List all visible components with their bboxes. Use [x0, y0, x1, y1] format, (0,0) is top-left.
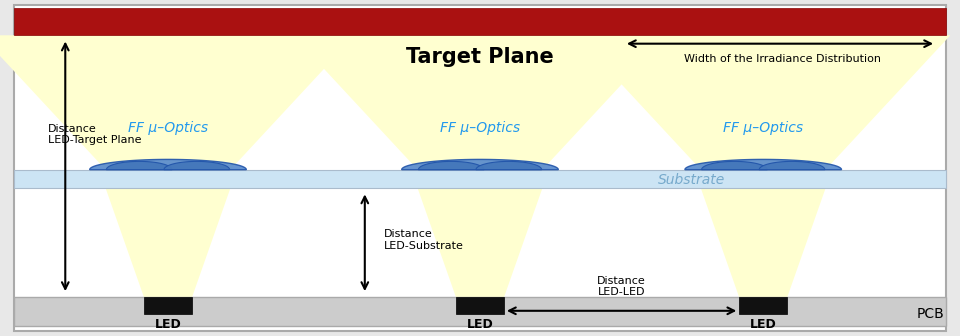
Bar: [144, 297, 192, 314]
Polygon shape: [107, 161, 172, 170]
Text: Distance
LED-Target Plane: Distance LED-Target Plane: [48, 124, 141, 145]
Polygon shape: [701, 188, 826, 297]
Polygon shape: [401, 159, 559, 170]
Bar: [456, 297, 504, 314]
Polygon shape: [164, 161, 229, 170]
Text: FF μ–Optics: FF μ–Optics: [128, 121, 208, 135]
Polygon shape: [89, 159, 247, 170]
Text: Distance
LED-Substrate: Distance LED-Substrate: [384, 229, 464, 251]
Text: LED: LED: [155, 318, 181, 331]
Text: LED: LED: [467, 318, 493, 331]
Text: Width of the Irradiance Distribution: Width of the Irradiance Distribution: [684, 54, 881, 64]
Bar: [14, 170, 946, 188]
Polygon shape: [702, 161, 767, 170]
Text: Target Plane: Target Plane: [406, 47, 554, 67]
Text: PCB: PCB: [917, 307, 945, 321]
Text: FF μ–Optics: FF μ–Optics: [723, 121, 804, 135]
Polygon shape: [0, 35, 355, 170]
Text: Substrate: Substrate: [658, 173, 725, 187]
Bar: [14, 8, 946, 35]
Bar: [739, 297, 787, 314]
Text: FF μ–Optics: FF μ–Optics: [440, 121, 520, 135]
Polygon shape: [293, 35, 667, 170]
Polygon shape: [419, 161, 484, 170]
Text: LED: LED: [750, 318, 777, 331]
Polygon shape: [684, 159, 842, 170]
FancyBboxPatch shape: [14, 5, 946, 331]
Polygon shape: [418, 188, 542, 297]
Polygon shape: [576, 35, 950, 170]
Bar: [14, 297, 946, 326]
Polygon shape: [106, 188, 230, 297]
Polygon shape: [759, 161, 825, 170]
Polygon shape: [476, 161, 541, 170]
Text: Distance
LED-LED: Distance LED-LED: [597, 276, 646, 297]
